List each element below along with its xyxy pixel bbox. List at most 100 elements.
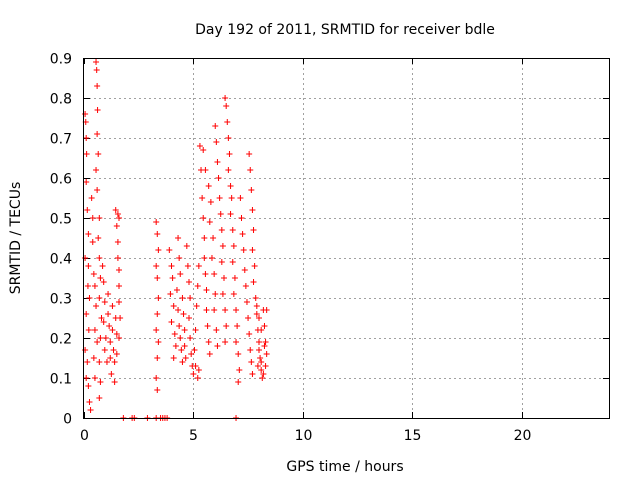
data-point	[169, 275, 176, 281]
data-point	[257, 355, 264, 361]
data-point	[238, 215, 245, 221]
data-point	[102, 335, 109, 341]
data-point	[259, 375, 266, 381]
data-point	[113, 331, 120, 337]
data-point	[181, 343, 188, 349]
data-point	[116, 299, 122, 305]
data-point	[84, 359, 91, 365]
x-tick-label: 15	[404, 428, 422, 444]
data-point	[97, 379, 104, 385]
data-point	[222, 95, 229, 101]
data-point	[91, 327, 98, 333]
data-point	[231, 275, 238, 281]
data-point	[221, 275, 227, 281]
data-point	[170, 355, 177, 361]
data-point	[228, 195, 235, 201]
data-point	[167, 291, 174, 297]
data-point	[260, 371, 267, 377]
data-point	[262, 363, 269, 369]
data-point	[192, 363, 199, 369]
data-point	[90, 271, 97, 277]
data-point	[230, 291, 237, 297]
data-point	[211, 307, 218, 313]
data-point	[201, 255, 208, 261]
data-point	[85, 263, 92, 269]
data-point	[107, 355, 114, 361]
data-point	[204, 323, 211, 329]
data-point	[235, 379, 242, 385]
data-point	[86, 295, 93, 301]
data-point	[222, 307, 229, 313]
data-point	[175, 307, 182, 313]
data-point	[113, 351, 120, 357]
data-point	[263, 307, 270, 313]
data-point	[93, 59, 100, 65]
data-point	[181, 327, 188, 333]
data-point	[262, 339, 269, 345]
data-point	[202, 167, 209, 173]
data-point	[175, 235, 182, 241]
y-axis: 0 0.1 0.2 0.3 0.4 0.5 0.6 0.7 0.8 0.9	[50, 52, 609, 428]
data-point	[258, 327, 265, 333]
data-point	[212, 291, 219, 297]
data-point	[83, 135, 90, 141]
data-point	[172, 343, 179, 349]
y-tick-label: 0.8	[50, 92, 72, 108]
data-point	[195, 263, 202, 269]
data-point	[219, 291, 226, 297]
data-point	[215, 175, 222, 181]
data-point	[233, 339, 240, 345]
data-point	[227, 211, 234, 217]
data-point	[100, 319, 107, 325]
y-tick-label: 0.3	[50, 292, 72, 308]
data-point	[179, 295, 186, 301]
data-point	[96, 295, 103, 301]
data-point	[249, 371, 256, 377]
data-point	[223, 103, 230, 109]
data-point	[236, 367, 243, 373]
data-point	[196, 143, 203, 149]
data-point	[179, 359, 186, 365]
data-point	[83, 179, 90, 185]
data-point	[173, 287, 180, 293]
y-tick-label: 0	[63, 412, 72, 428]
data-point	[168, 319, 175, 325]
data-point	[155, 247, 162, 253]
data-point	[258, 359, 265, 365]
data-point	[253, 311, 260, 317]
data-point	[203, 287, 210, 293]
data-point	[109, 327, 116, 333]
data-point	[84, 207, 91, 213]
data-point	[248, 359, 255, 365]
data-point	[155, 295, 162, 301]
x-axis: 0 5 10 15 20	[80, 58, 531, 444]
data-point	[96, 255, 103, 261]
data-point	[153, 375, 160, 381]
data-point	[213, 327, 220, 333]
data-point	[226, 151, 233, 157]
data-point	[112, 207, 119, 213]
data-point	[176, 323, 183, 329]
data-point	[114, 255, 121, 261]
data-point	[180, 311, 187, 317]
grid	[84, 58, 609, 418]
data-point	[243, 299, 250, 305]
data-point	[200, 147, 207, 153]
data-point	[203, 307, 210, 313]
data-point	[116, 267, 122, 273]
data-point	[206, 219, 213, 225]
data-points	[82, 59, 270, 421]
data-point	[254, 363, 261, 369]
data-point	[101, 347, 108, 353]
data-point	[241, 267, 248, 273]
data-point	[116, 283, 122, 289]
data-point	[97, 335, 104, 341]
data-point	[153, 327, 160, 333]
data-point	[183, 243, 190, 249]
data-point	[186, 279, 192, 285]
data-point	[227, 183, 234, 189]
data-point	[177, 271, 184, 277]
data-point	[210, 235, 217, 241]
data-point	[177, 335, 184, 341]
data-point	[107, 339, 114, 345]
